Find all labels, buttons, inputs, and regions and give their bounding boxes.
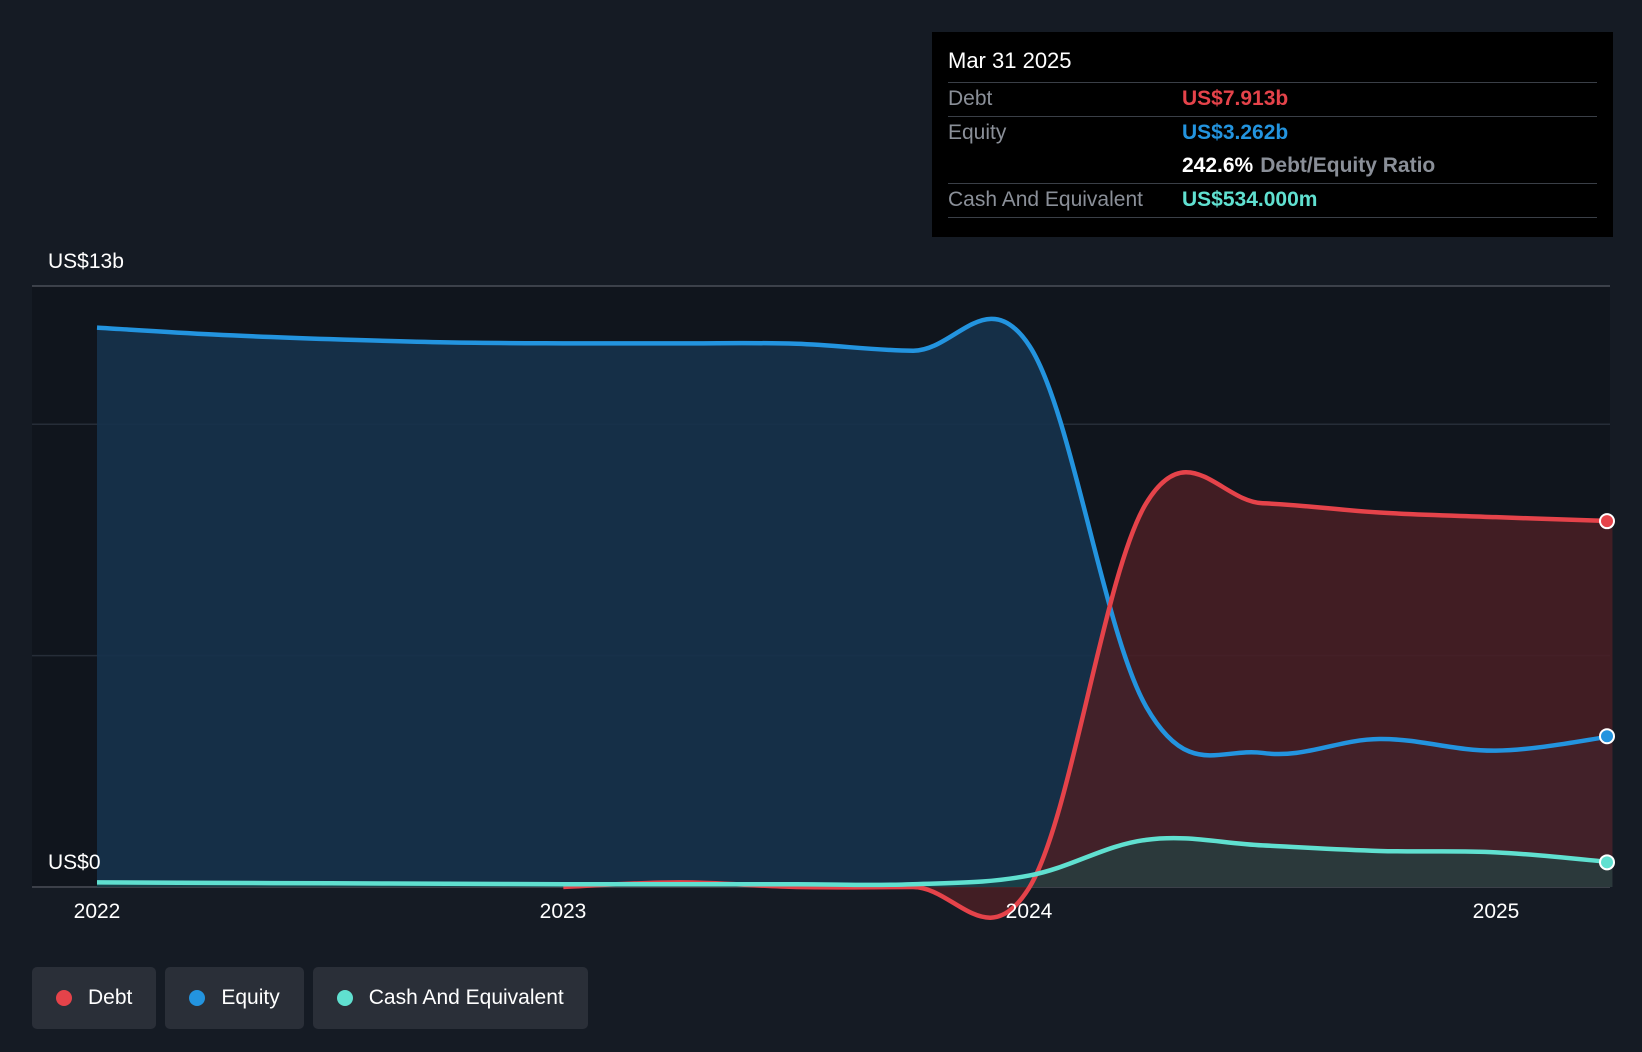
area-cash <box>97 838 1613 887</box>
legend-equity-label: Equity <box>221 986 280 1009</box>
x-tick-2022: 2022 <box>73 900 121 923</box>
data-tooltip: Mar 31 2025 Debt US$7.913b Equity US$3.2… <box>932 32 1613 237</box>
tooltip-debt-value: US$7.913b <box>1182 87 1289 110</box>
tooltip-date: Mar 31 2025 <box>948 48 1072 73</box>
line-cash <box>96 835 1613 888</box>
series-layer <box>96 316 1613 920</box>
legend-debt-label: Debt <box>88 986 133 1009</box>
tooltip-cash-value: US$534.000m <box>1182 188 1318 211</box>
legend-item-debt[interactable]: Debt <box>32 967 157 1029</box>
equity-dot-icon <box>189 990 206 1006</box>
tooltip-cash-label: Cash And Equivalent <box>948 188 1143 211</box>
tooltip-row-equity: Equity US$3.262b <box>948 116 1597 150</box>
tooltip-equity-value: US$3.262b <box>1182 121 1289 144</box>
legend-cash-label: Cash And Equivalent <box>368 986 564 1009</box>
debt-dot-icon <box>56 990 72 1006</box>
marker-debt <box>1599 513 1615 530</box>
tooltip-row-cash: Cash And Equivalent US$534.000m <box>948 183 1597 218</box>
area-debt <box>563 472 1613 918</box>
legend-item-equity[interactable]: Equity <box>165 967 304 1029</box>
legend-item-cash[interactable]: Cash And Equivalent <box>312 967 588 1029</box>
cash-dot-icon <box>336 990 353 1006</box>
x-tick-2024: 2024 <box>1005 900 1053 923</box>
tooltip-row-ratio: 242.6% Debt/Equity Ratio <box>948 150 1597 183</box>
line-equity <box>96 316 1613 758</box>
chart-legend: Debt Equity Cash And Equivalent <box>32 967 588 1029</box>
area-equity <box>97 318 1613 888</box>
tooltip-debt-label: Debt <box>948 87 993 110</box>
tooltip-ratio-value: 242.6% <box>1182 154 1254 177</box>
y-axis-bottom-label: US$0 <box>48 851 101 874</box>
tooltip-row-debt: Debt US$7.913b <box>948 82 1597 116</box>
y-axis-top-label: US$13b <box>48 250 124 273</box>
tooltip-equity-label: Equity <box>948 121 1007 144</box>
marker-cash <box>1599 854 1615 871</box>
x-tick-2025: 2025 <box>1472 900 1520 923</box>
marker-equity <box>1599 728 1615 745</box>
x-tick-2023: 2023 <box>539 900 587 923</box>
end-markers <box>1599 513 1615 871</box>
tooltip-ratio-label: Debt/Equity Ratio <box>1260 154 1436 177</box>
